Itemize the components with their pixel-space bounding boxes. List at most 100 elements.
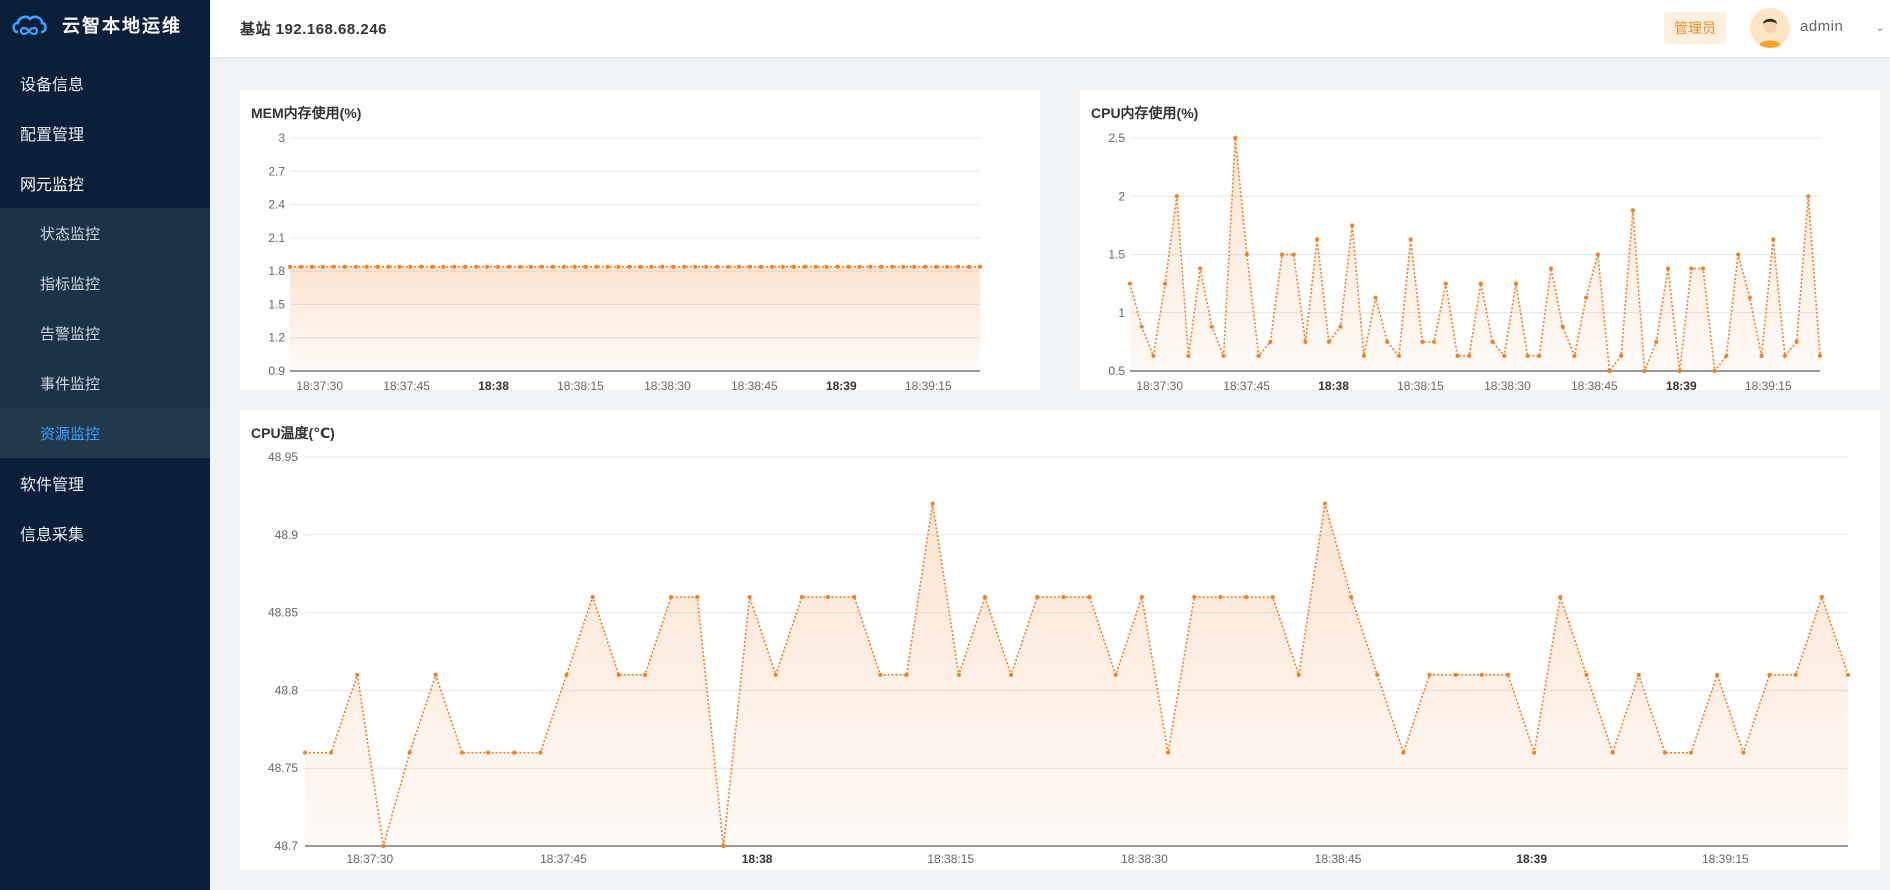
data-point[interactable] bbox=[1506, 672, 1511, 677]
data-point[interactable] bbox=[430, 264, 435, 269]
data-point[interactable] bbox=[1322, 501, 1327, 506]
data-point[interactable] bbox=[780, 264, 785, 269]
data-point[interactable] bbox=[1233, 136, 1238, 140]
data-point[interactable] bbox=[1794, 339, 1799, 344]
data-point[interactable] bbox=[1198, 266, 1203, 271]
data-point[interactable] bbox=[1701, 266, 1706, 271]
data-point[interactable] bbox=[1572, 353, 1577, 358]
data-point[interactable] bbox=[381, 844, 386, 848]
data-point[interactable] bbox=[1610, 750, 1615, 755]
data-point[interactable] bbox=[773, 672, 778, 677]
data-point[interactable] bbox=[407, 750, 412, 755]
data-point[interactable] bbox=[1113, 672, 1118, 677]
data-point[interactable] bbox=[1490, 339, 1495, 344]
data-point[interactable] bbox=[1467, 353, 1472, 358]
data-point[interactable] bbox=[1747, 295, 1752, 300]
data-point[interactable] bbox=[1532, 750, 1537, 755]
data-point[interactable] bbox=[1009, 672, 1014, 677]
data-point[interactable] bbox=[967, 264, 972, 269]
data-point[interactable] bbox=[1218, 595, 1223, 600]
data-point[interactable] bbox=[1715, 672, 1720, 677]
data-point[interactable] bbox=[1420, 339, 1425, 344]
sidebar-item-config[interactable]: 配置管理 bbox=[20, 127, 85, 144]
sidebar-subitem-status[interactable]: 状态监控 bbox=[40, 225, 101, 243]
data-point[interactable] bbox=[638, 264, 643, 269]
sidebar-subitem-metrics[interactable]: 指标监控 bbox=[40, 275, 101, 293]
data-point[interactable] bbox=[1087, 595, 1092, 600]
data-point[interactable] bbox=[642, 672, 647, 677]
data-point[interactable] bbox=[1819, 595, 1824, 600]
data-point[interactable] bbox=[1350, 223, 1355, 228]
data-point[interactable] bbox=[1665, 266, 1670, 271]
data-point[interactable] bbox=[1595, 252, 1600, 257]
data-point[interactable] bbox=[485, 264, 490, 269]
data-point[interactable] bbox=[507, 264, 512, 269]
data-point[interactable] bbox=[1326, 339, 1331, 344]
data-point[interactable] bbox=[715, 264, 720, 269]
data-point[interactable] bbox=[355, 672, 360, 677]
data-point[interactable] bbox=[528, 264, 533, 269]
data-point[interactable] bbox=[616, 672, 621, 677]
data-point[interactable] bbox=[1427, 672, 1432, 677]
data-point[interactable] bbox=[375, 264, 380, 269]
data-point[interactable] bbox=[1221, 353, 1226, 358]
data-point[interactable] bbox=[879, 264, 884, 269]
data-point[interactable] bbox=[605, 264, 610, 269]
data-point[interactable] bbox=[868, 264, 873, 269]
data-point[interactable] bbox=[1724, 353, 1729, 358]
data-point[interactable] bbox=[1385, 339, 1390, 344]
data-point[interactable] bbox=[747, 595, 752, 600]
data-point[interactable] bbox=[1139, 324, 1144, 329]
data-point[interactable] bbox=[518, 264, 522, 269]
data-point[interactable] bbox=[1513, 281, 1518, 286]
data-point[interactable] bbox=[594, 264, 599, 269]
data-point[interactable] bbox=[802, 264, 807, 269]
data-point[interactable] bbox=[748, 264, 752, 269]
data-point[interactable] bbox=[1689, 750, 1694, 755]
data-point[interactable] bbox=[463, 264, 468, 269]
data-point[interactable] bbox=[1151, 353, 1156, 358]
data-point[interactable] bbox=[538, 750, 543, 755]
data-point[interactable] bbox=[1478, 281, 1483, 286]
data-point[interactable] bbox=[474, 264, 479, 269]
brand[interactable]: 云智本地运维 bbox=[0, 0, 210, 50]
data-point[interactable] bbox=[1560, 324, 1565, 329]
data-point[interactable] bbox=[693, 264, 698, 269]
data-point[interactable] bbox=[1736, 252, 1741, 257]
data-point[interactable] bbox=[758, 264, 763, 269]
data-point[interactable] bbox=[669, 595, 674, 600]
data-point[interactable] bbox=[1192, 595, 1197, 600]
data-point[interactable] bbox=[1443, 281, 1448, 286]
data-point[interactable] bbox=[1128, 281, 1132, 286]
data-point[interactable] bbox=[572, 264, 577, 269]
data-point[interactable] bbox=[583, 264, 588, 269]
data-point[interactable] bbox=[852, 595, 857, 600]
data-point[interactable] bbox=[496, 264, 501, 269]
sidebar-subitem-events[interactable]: 事件监控 bbox=[40, 375, 101, 393]
data-point[interactable] bbox=[904, 672, 909, 677]
data-point[interactable] bbox=[1361, 353, 1366, 358]
data-point[interactable] bbox=[1846, 672, 1850, 677]
sidebar-item-ne-monitor[interactable]: 网元监控 bbox=[20, 177, 85, 194]
data-point[interactable] bbox=[1396, 353, 1401, 358]
data-point[interactable] bbox=[1455, 353, 1460, 358]
data-point[interactable] bbox=[1782, 353, 1787, 358]
data-point[interactable] bbox=[1303, 339, 1308, 344]
data-point[interactable] bbox=[1244, 252, 1249, 257]
data-point[interactable] bbox=[1771, 237, 1776, 242]
data-point[interactable] bbox=[1166, 750, 1171, 755]
data-point[interactable] bbox=[1525, 353, 1530, 358]
data-point[interactable] bbox=[1061, 595, 1066, 600]
username[interactable]: admin bbox=[1800, 18, 1844, 35]
data-point[interactable] bbox=[303, 750, 307, 755]
data-point[interactable] bbox=[1689, 266, 1694, 271]
sidebar-item-collection[interactable]: 信息采集 bbox=[20, 527, 85, 544]
data-point[interactable] bbox=[459, 750, 464, 755]
data-point[interactable] bbox=[1139, 595, 1144, 600]
data-point[interactable] bbox=[397, 264, 402, 269]
data-point[interactable] bbox=[846, 264, 851, 269]
data-point[interactable] bbox=[726, 264, 731, 269]
data-point[interactable] bbox=[1767, 672, 1772, 677]
data-point[interactable] bbox=[1291, 252, 1296, 257]
data-point[interactable] bbox=[1479, 672, 1484, 677]
